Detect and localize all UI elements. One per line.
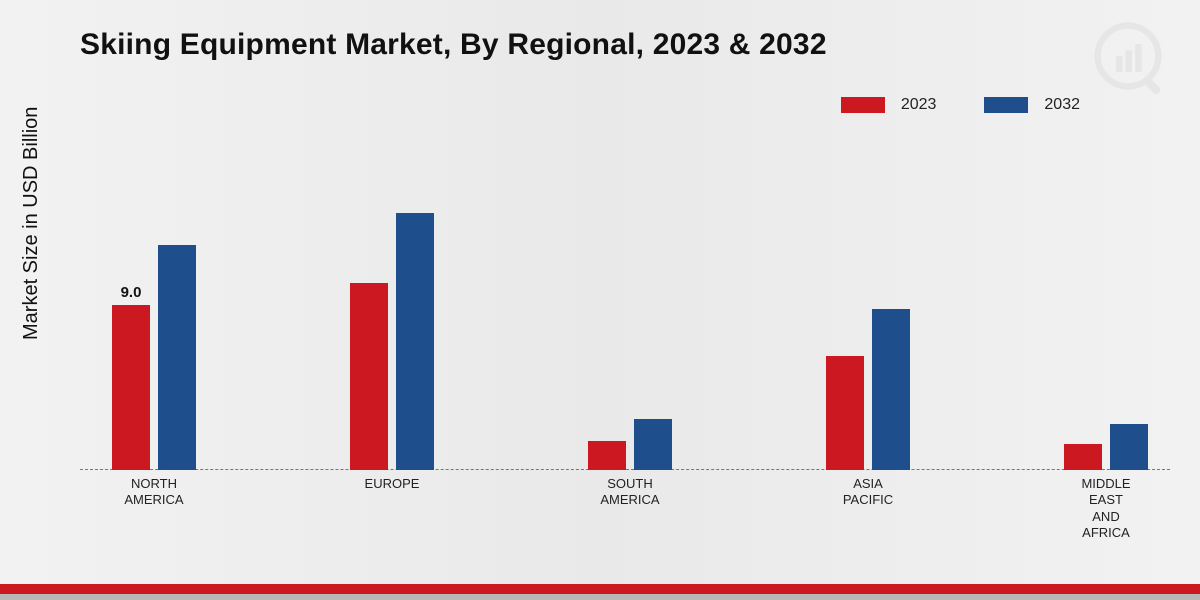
legend: 2023 2032 (841, 96, 1080, 114)
bar-2032 (1110, 424, 1148, 470)
bar-group (328, 140, 456, 470)
bar-group: 9.0 (90, 140, 218, 470)
legend-swatch-2023 (841, 97, 885, 113)
category-label: SOUTH AMERICA (566, 476, 694, 509)
legend-swatch-2032 (984, 97, 1028, 113)
chart-title: Skiing Equipment Market, By Regional, 20… (80, 28, 827, 62)
bar-group (566, 140, 694, 470)
bar-2032 (872, 309, 910, 470)
legend-item-2023: 2023 (841, 96, 937, 114)
brand-logo-watermark (1092, 20, 1172, 100)
bar-2023 (826, 356, 864, 470)
footer-stripe (0, 584, 1200, 600)
legend-label-2023: 2023 (901, 96, 937, 114)
bar-2023 (112, 305, 150, 470)
bar-group (804, 140, 932, 470)
bar-2032 (158, 245, 196, 471)
bar-2032 (396, 213, 434, 470)
bar-2023 (588, 441, 626, 470)
bar-group (1042, 140, 1170, 470)
category-label: MIDDLE EAST AND AFRICA (1042, 476, 1170, 541)
y-axis-label: Market Size in USD Billion (20, 107, 43, 340)
bar-value-label: 9.0 (112, 284, 150, 301)
legend-label-2032: 2032 (1044, 96, 1080, 114)
plot-area: 9.0 (80, 140, 1170, 470)
category-labels: NORTH AMERICA EUROPE SOUTH AMERICA ASIA PAC… (80, 476, 1170, 556)
bar-2023 (1064, 444, 1102, 470)
category-label: ASIA PACIFIC (804, 476, 932, 509)
bar-2023 (350, 283, 388, 470)
category-label: EUROPE (328, 476, 456, 492)
footer-red (0, 584, 1200, 594)
legend-item-2032: 2032 (984, 96, 1080, 114)
bar-2032 (634, 419, 672, 470)
category-label: NORTH AMERICA (90, 476, 218, 509)
